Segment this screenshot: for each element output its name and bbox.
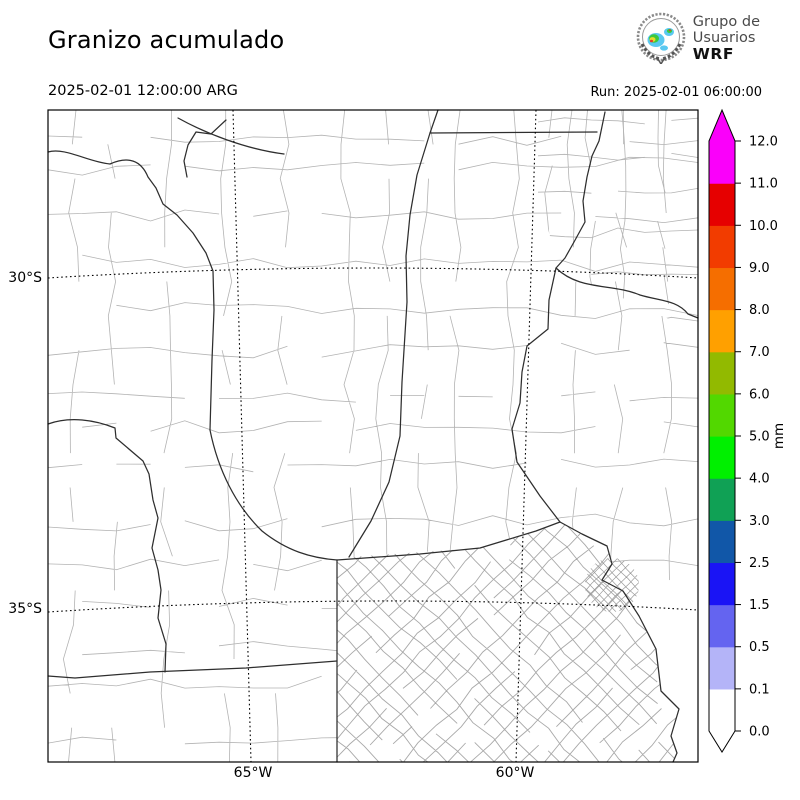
gridline-65w <box>232 109 252 763</box>
colorbar-band <box>709 225 735 269</box>
map-line <box>348 109 439 558</box>
lat-label-35s: 35°S <box>8 601 42 617</box>
colorbar-tick-label: 3.0 <box>749 514 770 529</box>
colorbar-unit-label: mm <box>771 423 787 449</box>
lon-label-60w: 60°W <box>495 765 535 781</box>
run-time-label: Run: 2025-02-01 06:00:00 <box>590 85 762 100</box>
map-background <box>48 110 698 762</box>
wrf-users-group-logo: Grupo de Usuarios WRF <box>636 12 760 64</box>
map-line <box>209 429 338 561</box>
colorbar-band <box>709 183 735 226</box>
colorbar-band <box>709 562 735 606</box>
colorbar-band <box>709 688 735 732</box>
valid-time-label: 2025-02-01 12:00:00 ARG <box>48 83 238 99</box>
colorbar-band <box>709 604 735 648</box>
colorbar-band <box>709 478 735 521</box>
map-line <box>429 131 598 134</box>
colorbar-band <box>709 351 735 395</box>
map-line <box>183 119 227 178</box>
map-line <box>47 419 167 673</box>
colorbar-over-arrow <box>709 110 735 141</box>
map-line <box>555 267 699 319</box>
map-line <box>336 521 561 561</box>
province-borders <box>47 109 699 763</box>
colorbar-tick-label: 0.1 <box>749 682 770 697</box>
colorbar-tick-label: 10.0 <box>749 219 778 234</box>
map-line <box>511 111 606 523</box>
lat-label-30s: 30°S <box>8 270 42 286</box>
colorbar-band <box>709 436 735 479</box>
logo-line-1: Grupo de <box>692 14 760 30</box>
colorbar-under-arrow <box>709 731 735 752</box>
colorbar-tick-label: 8.0 <box>749 303 770 318</box>
colorbar-tick-label: 2.5 <box>749 556 770 571</box>
page-title: Granizo acumulado <box>48 26 285 54</box>
map-frame <box>47 109 699 763</box>
colorbar-tick-label: 9.0 <box>749 261 770 276</box>
colorbar-tick-label: 11.0 <box>749 177 778 192</box>
colorbar-tick-label: 0.5 <box>749 640 770 655</box>
logo-line-wrf: WRF <box>692 45 734 63</box>
wrf-logo-text: Grupo de Usuarios WRF <box>693 14 760 62</box>
colorbar-band <box>709 309 735 353</box>
map-line <box>559 521 680 763</box>
colorbar-tick-label: 6.0 <box>749 387 770 402</box>
colorbar-band <box>709 141 735 184</box>
colorbar-band <box>709 393 735 437</box>
colorbar-band <box>709 267 735 311</box>
lon-label-65w: 65°W <box>233 765 273 781</box>
logo-line-2: Usuarios <box>692 30 756 46</box>
gridline-60w <box>515 109 537 763</box>
wrf-logo-emblem-icon <box>636 12 686 64</box>
map-line <box>47 150 215 431</box>
colorbar-band <box>709 646 735 690</box>
colorbar-tick-label: 5.0 <box>749 430 770 445</box>
colorbar-band <box>709 520 735 564</box>
colorbar: 0.0 0.1 0.5 1.5 2.5 3.0 4.0 5.0 6.0 7.0 8.0 9.0 10.0… <box>708 108 787 753</box>
colorbar-tick-label: 0.0 <box>749 725 770 740</box>
colorbar-tick-label: 1.5 <box>749 598 770 613</box>
lat-lon-gridlines <box>47 109 699 763</box>
colorbar-tick-label: 4.0 <box>749 472 770 487</box>
map-line <box>47 660 338 679</box>
colorbar-tick-label: 12.0 <box>749 135 778 150</box>
colorbar-tick-label: 7.0 <box>749 345 770 360</box>
map-line <box>177 117 285 155</box>
